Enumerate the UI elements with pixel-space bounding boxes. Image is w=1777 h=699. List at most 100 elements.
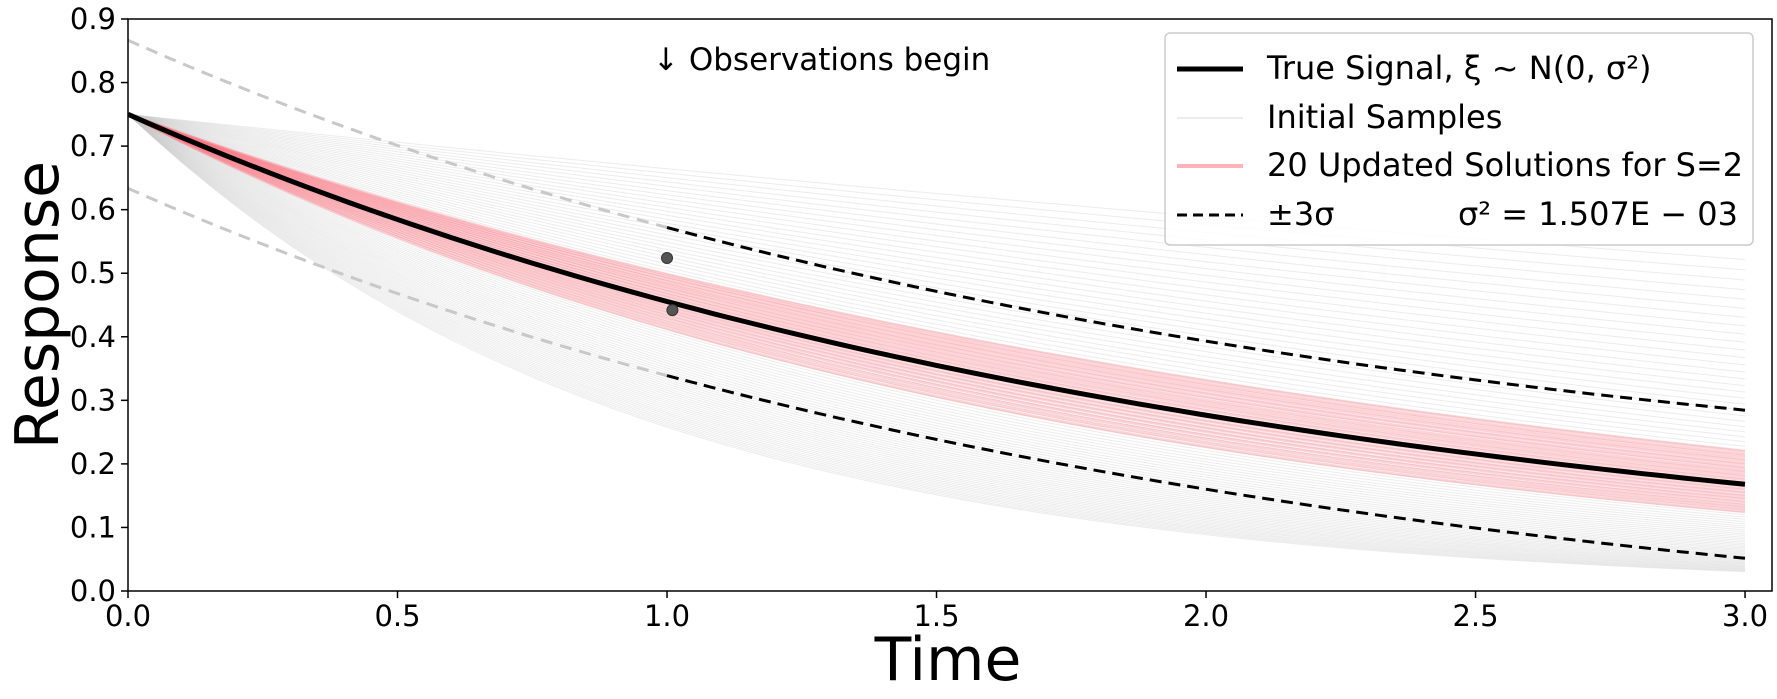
initial-sample-line [128,113,1746,490]
y-tick-label: 0.6 [70,193,116,227]
initial-sample-line [128,113,1746,541]
initial-sample-line [128,113,1746,469]
x-tick-label: 0.5 [374,599,420,633]
initial-sample-line [128,113,1746,569]
x-tick-label: 3.0 [1722,599,1768,633]
initial-sample-line [128,113,1746,538]
initial-sample-line [128,113,1746,531]
x-tick-label: 0.0 [105,599,151,633]
legend-frame [1164,32,1754,246]
y-tick-label: 0.5 [70,256,116,290]
initial-sample-line [128,113,1746,502]
initial-sample-line [128,113,1746,529]
initial-sample-line [128,113,1746,393]
initial-sample-line [128,113,1746,527]
initial-sample-line [128,113,1746,513]
initial-sample-line [128,113,1746,380]
initial-sample-line [128,113,1746,496]
initial-sample-line [128,113,1746,511]
y-tick-label: 0.7 [70,129,116,163]
initial-sample-line [128,113,1746,373]
initial-sample-line [128,113,1746,555]
initial-sample-line [128,113,1746,533]
initial-sample-line [128,113,1746,493]
x-tick-label: 1.5 [913,599,959,633]
observations-begin-annotation: ↓ Observations begin [653,42,990,78]
initial-sample-line [128,113,1746,456]
updated-solution-line [128,112,1746,472]
annotation-layer: ↓ Observations begin [653,42,990,78]
initial-sample-line [128,113,1746,566]
initial-sample-line [128,113,1746,558]
x-tick-label: 2.5 [1452,599,1498,633]
initial-sample-line [128,113,1746,399]
y-axis-title: Response [3,161,73,449]
initial-sample-line [128,113,1746,351]
initial-sample-line [128,113,1746,359]
initial-sample-line [128,113,1746,422]
initial-sample-line [128,113,1746,540]
legend: True Signal, ξ ~ N(0, σ²) Initial Sample… [1164,32,1754,246]
updated-solution-line [128,112,1746,501]
upper-3-sigma-bound [666,226,1746,412]
initial-sample-line [128,113,1746,553]
initial-sample-line [128,113,1746,562]
y-tick-label: 0.2 [70,447,116,481]
initial-sample-line [128,113,1746,523]
initial-sample-line [128,113,1746,387]
initial-sample-line [128,113,1746,309]
initial-sample-line [128,113,1746,433]
initial-sample-line [128,113,1746,438]
initial-sample-line [128,113,1746,546]
initial-sample-line [128,113,1746,281]
legend-sigma-value: σ² = 1.507E − 03 [1458,195,1738,233]
y-tick-label: 0.1 [70,510,116,544]
initial-sample-line [128,113,1746,552]
initial-sample-line [128,113,1746,300]
updated-solution-line [128,112,1746,514]
initial-sample-line [128,113,1746,505]
updated-solution-line [128,112,1746,475]
initial-sample-line [128,113,1746,572]
updated-solution-line [128,112,1746,491]
initial-sample-line [128,113,1746,518]
updated-solution-line [128,112,1746,504]
initial-sample-line [128,113,1746,559]
initial-sample-line [128,113,1746,452]
initial-sample-line [128,113,1746,473]
initial-sample-line [128,113,1746,480]
initial-sample-line [128,113,1746,335]
updated-solution-line [128,112,1746,463]
updated-solution-line [128,112,1746,453]
initial-sample-line [128,113,1746,573]
true-signal-line [128,112,1746,487]
initial-sample-line [128,113,1746,570]
initial-sample-line [128,113,1746,443]
initial-sample-line [128,113,1746,563]
y-tick-label: 0.3 [70,383,116,417]
initial-sample-line [128,113,1746,568]
initial-sample-line [128,113,1746,499]
initial-sample-line [128,113,1746,561]
legend-label-initial-samples: Initial Samples [1267,98,1502,136]
prior-lower-bound [128,187,668,378]
updated-solution-line [128,112,1746,466]
updated-solution-line [128,112,1746,507]
observation-point [661,251,674,264]
legend-label-sigma-band: ±3σ [1267,195,1334,233]
initial-sample-line [128,113,1746,525]
x-axis-title: Time [874,625,1022,695]
x-tick-label: 2.0 [1183,599,1229,633]
updated-solution-line [128,112,1746,479]
initial-sample-line [128,113,1746,343]
plot-series [128,38,1746,573]
initial-sample-line [128,113,1746,571]
initial-sample-line [128,113,1746,567]
axes: 0.0 0.5 1.0 1.5 2.0 2.5 3.0 0.0 0.1 0.2 0.3 0.4 0.5 0… [3,2,1773,695]
initial-sample-line [128,113,1746,291]
initial-sample-line [128,113,1746,327]
initial-sample-line [128,113,1746,366]
lower-3-sigma-bound [666,374,1746,560]
initial-sample-line [128,113,1746,548]
plot-frame [127,18,1773,592]
